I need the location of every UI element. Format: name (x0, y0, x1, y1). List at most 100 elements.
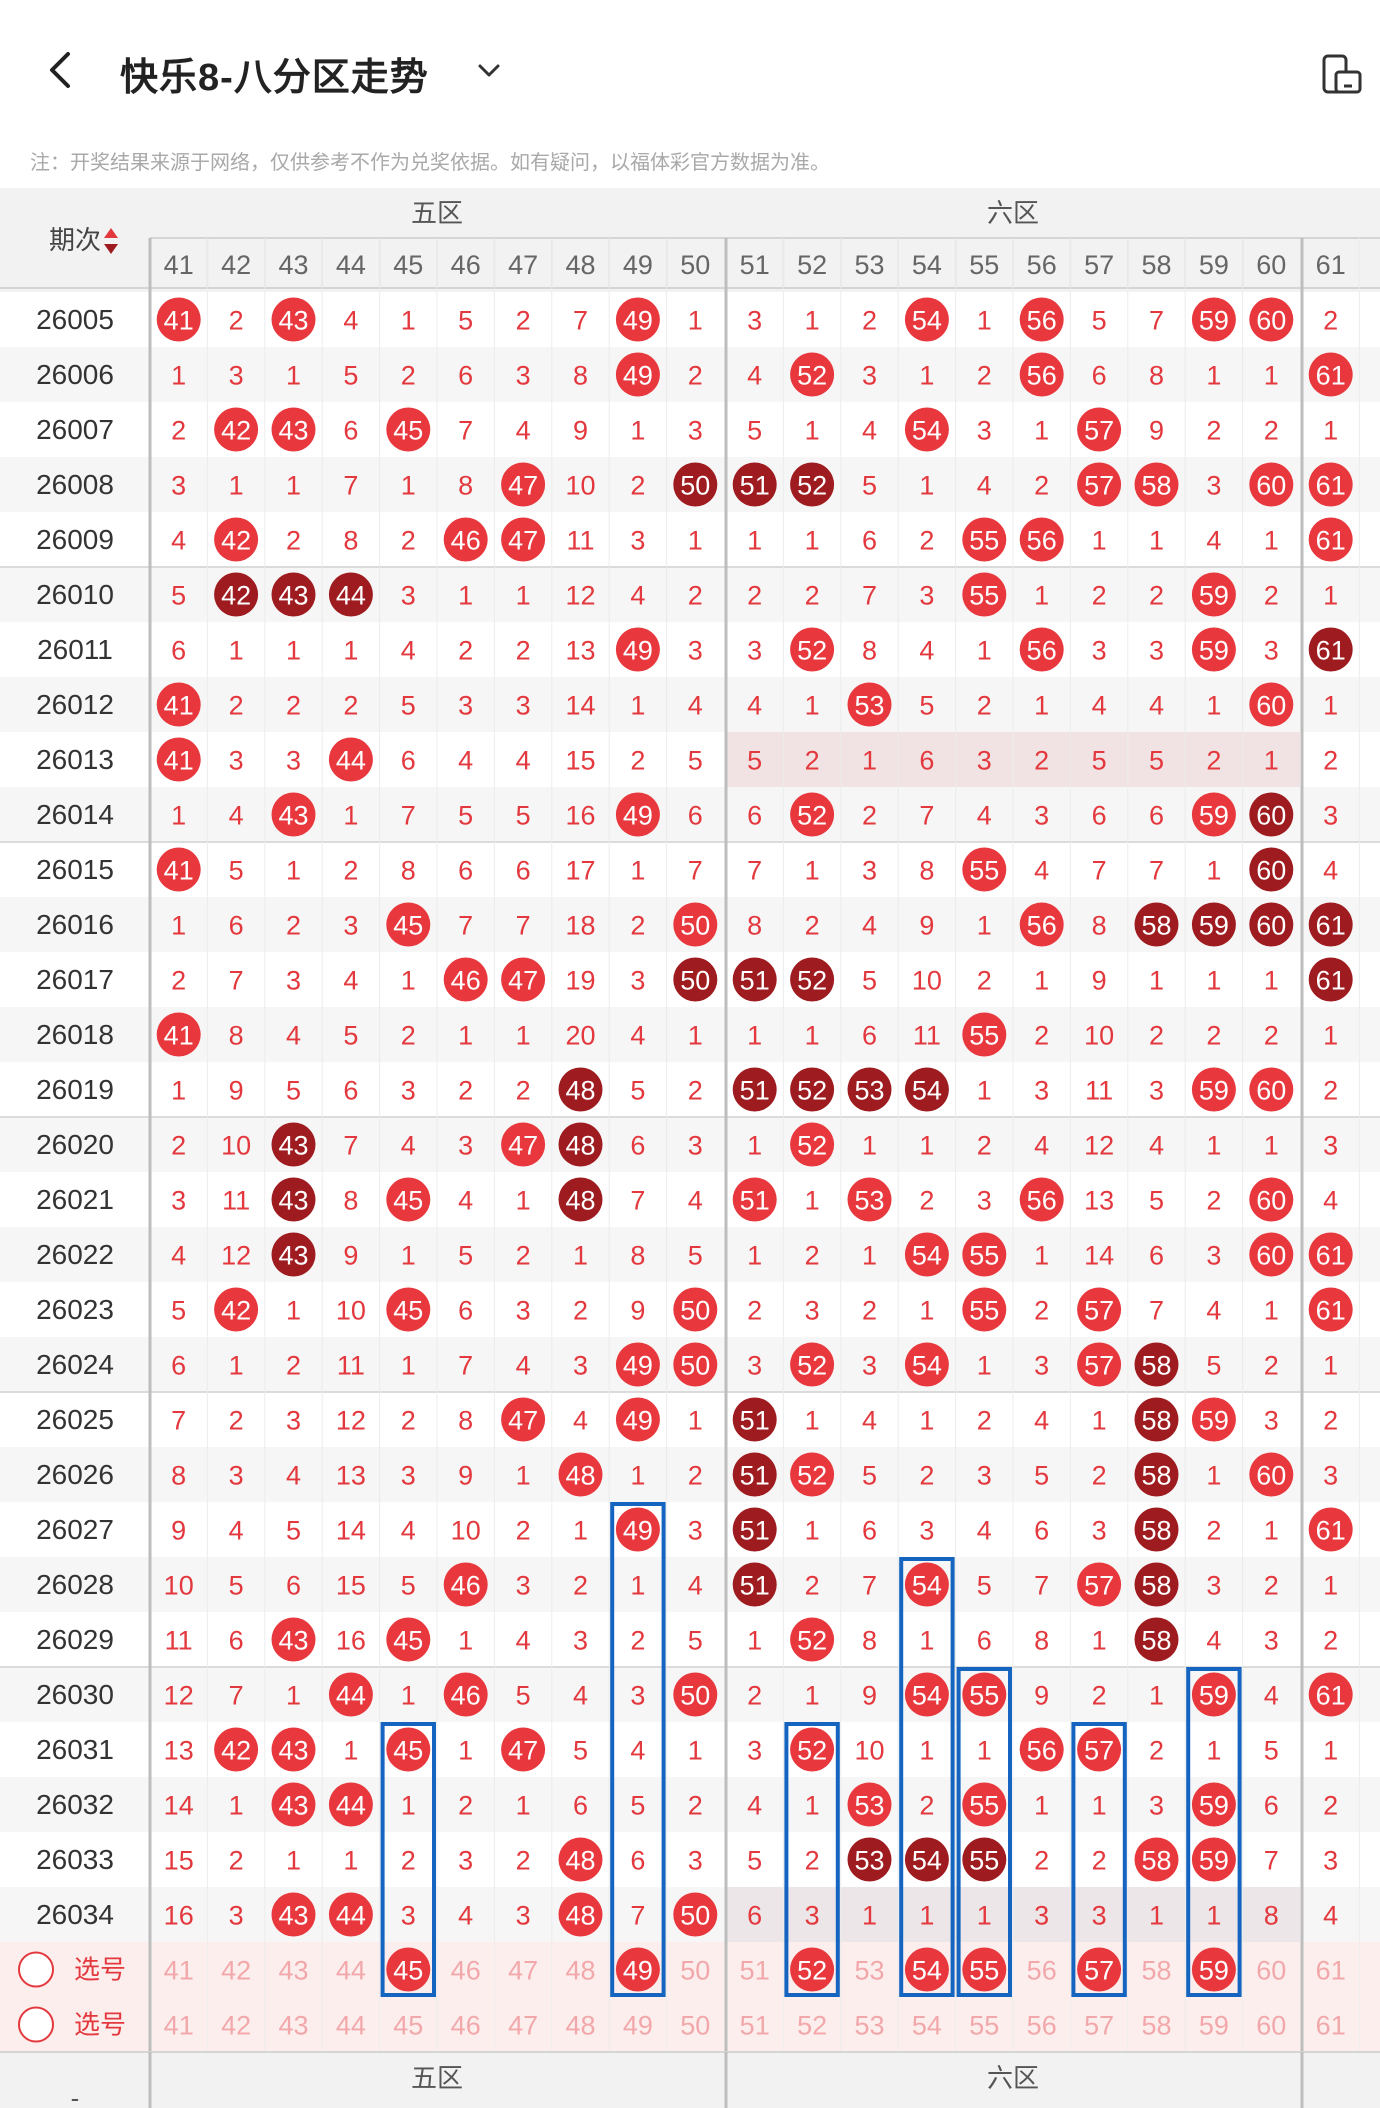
select-label[interactable]: 选号 (74, 1955, 126, 1985)
select-number[interactable]: 51 (740, 2011, 770, 2041)
omission-value: 1 (805, 306, 820, 336)
select-number[interactable]: 54 (912, 2011, 942, 2041)
chevron-down-icon[interactable] (474, 56, 504, 86)
chevron-left-icon[interactable] (40, 48, 84, 92)
select-number[interactable]: 53 (854, 2011, 884, 2041)
omission-value: 3 (1323, 801, 1338, 831)
omission-value: 1 (1323, 581, 1338, 611)
number-ball (328, 1782, 373, 1827)
column-number-header: 50 (680, 250, 710, 280)
selection-box[interactable] (1186, 1667, 1242, 1997)
omission-value: 4 (401, 1516, 416, 1546)
selection-box[interactable] (956, 1667, 1012, 1997)
select-label[interactable]: 选号 (74, 2010, 126, 2040)
selection-box[interactable] (610, 1502, 666, 1997)
select-ball-number[interactable]: 57 (1084, 1956, 1114, 1986)
ball-number: 48 (565, 1186, 595, 1216)
select-number[interactable]: 61 (1316, 2011, 1346, 2041)
number-ball (501, 1397, 546, 1442)
select-number[interactable]: 48 (565, 2011, 595, 2041)
select-ball-number[interactable]: 49 (623, 1956, 653, 1986)
select-ball[interactable] (904, 1947, 949, 1992)
selection-box[interactable] (784, 1722, 840, 1997)
omission-value: 6 (229, 911, 244, 941)
select-number[interactable]: 42 (221, 1956, 251, 1986)
select-number[interactable]: 43 (278, 2011, 308, 2041)
omission-value: 4 (516, 416, 531, 446)
device-icon[interactable] (1320, 52, 1364, 96)
ball-number: 43 (278, 581, 308, 611)
omission-value: 4 (747, 691, 762, 721)
select-number[interactable]: 51 (740, 1956, 770, 1986)
circle-radio-icon[interactable] (18, 2006, 54, 2043)
select-number[interactable]: 45 (393, 2011, 423, 2041)
omission-value: 1 (1034, 416, 1049, 446)
select-number[interactable]: 60 (1256, 2011, 1286, 2041)
ball-number: 49 (623, 801, 653, 831)
number-ball (790, 1122, 835, 1167)
select-ball[interactable] (1191, 1947, 1236, 1992)
select-number[interactable]: 49 (623, 2011, 653, 2041)
select-number[interactable]: 55 (969, 2011, 999, 2041)
select-number[interactable]: 61 (1316, 1956, 1346, 1986)
circle-radio-icon[interactable] (18, 1951, 54, 1988)
select-ball[interactable] (615, 1947, 660, 1992)
omission-value: 15 (565, 746, 595, 776)
selection-box[interactable] (899, 1557, 955, 1997)
omission-value: 7 (1149, 856, 1164, 886)
select-number[interactable]: 47 (508, 2011, 538, 2041)
ball-number: 59 (1199, 1846, 1229, 1876)
select-number[interactable]: 50 (680, 1956, 710, 1986)
omission-value: 6 (1034, 1516, 1049, 1546)
select-number[interactable]: 44 (336, 2011, 366, 2041)
select-number[interactable]: 52 (797, 2011, 827, 2041)
select-ball-number[interactable]: 45 (393, 1956, 423, 1986)
number-ball (962, 1232, 1007, 1277)
select-ball[interactable] (386, 1947, 431, 1992)
select-number[interactable]: 43 (278, 1956, 308, 1986)
select-number[interactable]: 42 (221, 2011, 251, 2041)
select-ball-number[interactable]: 59 (1199, 1956, 1229, 1986)
ball-number: 52 (797, 471, 827, 501)
selection-box[interactable] (1071, 1722, 1127, 1997)
period-header[interactable]: 期次 (49, 225, 101, 255)
sort-icon[interactable] (104, 228, 118, 238)
select-number[interactable]: 46 (451, 2011, 481, 2041)
select-number[interactable]: 50 (680, 2011, 710, 2041)
ball-number: 47 (508, 1406, 538, 1436)
omission-value: 6 (458, 856, 473, 886)
select-number[interactable]: 41 (164, 1956, 194, 1986)
select-number[interactable]: 41 (164, 2011, 194, 2041)
select-number[interactable]: 56 (1027, 2011, 1057, 2041)
number-ball (847, 1177, 892, 1222)
omission-value: 1 (1264, 526, 1279, 556)
omission-value: 8 (1034, 1626, 1049, 1656)
select-ball[interactable] (1077, 1947, 1122, 1992)
ball-number: 42 (221, 1736, 251, 1766)
selection-box[interactable] (380, 1722, 437, 1997)
select-number[interactable]: 47 (508, 1956, 538, 1986)
number-ball (1249, 297, 1294, 342)
select-number[interactable]: 53 (854, 1956, 884, 1986)
select-ball-number[interactable]: 54 (912, 1956, 942, 1986)
select-ball[interactable] (962, 1947, 1007, 1992)
select-number[interactable]: 46 (451, 1956, 481, 1986)
number-ball (1134, 1837, 1179, 1882)
select-number[interactable]: 57 (1084, 2011, 1114, 2041)
select-number[interactable]: 58 (1141, 2011, 1171, 2041)
sort-icon[interactable] (104, 244, 118, 254)
ball-number: 54 (912, 1076, 942, 1106)
select-number[interactable]: 59 (1199, 2011, 1229, 2041)
select-number[interactable]: 44 (336, 1956, 366, 1986)
number-ball (732, 1507, 777, 1552)
select-number[interactable]: 56 (1027, 1956, 1057, 1986)
number-ball (847, 1782, 892, 1827)
select-ball-number[interactable]: 52 (797, 1956, 827, 1986)
omission-value: 2 (343, 856, 358, 886)
row-stripe (0, 1117, 1380, 1172)
select-ball-number[interactable]: 55 (969, 1956, 999, 1986)
select-number[interactable]: 48 (565, 1956, 595, 1986)
select-ball[interactable] (790, 1947, 835, 1992)
select-number[interactable]: 58 (1141, 1956, 1171, 1986)
select-number[interactable]: 60 (1256, 1956, 1286, 1986)
